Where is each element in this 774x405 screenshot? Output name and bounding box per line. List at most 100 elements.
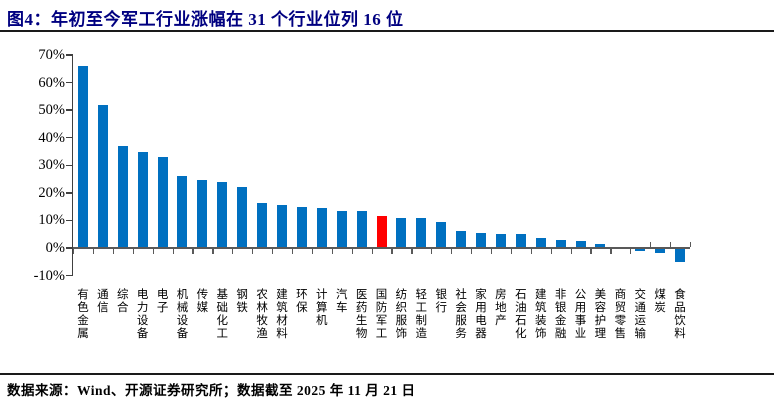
x-axis-label-char: 有 bbox=[77, 289, 89, 301]
x-axis-label: 通信 bbox=[95, 289, 111, 315]
x-axis-label-char: 商 bbox=[614, 289, 627, 301]
x-axis-label: 非银金融 bbox=[553, 289, 569, 341]
x-axis-label-char: 护 bbox=[594, 315, 607, 327]
x-axis-label-char: 公 bbox=[574, 289, 587, 301]
x-axis-label-char: 理 bbox=[594, 328, 607, 340]
x-axis-tick bbox=[510, 249, 513, 254]
bar bbox=[396, 217, 407, 248]
x-axis-label-char: 运 bbox=[634, 315, 646, 327]
x-axis-label-char: 材 bbox=[276, 315, 288, 327]
x-axis-label: 纺织服饰 bbox=[393, 289, 409, 341]
bar bbox=[296, 206, 307, 248]
x-axis-label: 家用电器 bbox=[473, 289, 489, 341]
x-axis-label-char: 汽 bbox=[335, 289, 348, 301]
x-axis-label-char: 铁 bbox=[236, 302, 248, 314]
x-axis-label-char: 售 bbox=[614, 328, 627, 340]
x-axis-label: 建筑材料 bbox=[274, 289, 290, 341]
highlight-bar bbox=[376, 216, 387, 248]
x-axis-label-char: 林 bbox=[256, 302, 268, 314]
x-axis-label-char: 设 bbox=[176, 315, 189, 327]
x-axis-label-char: 通 bbox=[634, 302, 646, 314]
x-axis-label: 公用事业 bbox=[573, 289, 589, 341]
x-axis-label-char: 银 bbox=[435, 289, 447, 301]
x-axis-label: 银行 bbox=[433, 289, 449, 315]
y-axis-tick bbox=[66, 164, 73, 167]
y-axis-tick-label: 60% bbox=[38, 74, 65, 91]
x-axis-label: 国防军工 bbox=[374, 289, 390, 341]
x-axis-label-char: 美 bbox=[594, 289, 607, 301]
x-axis-tick bbox=[411, 249, 413, 254]
x-axis-label-char: 生 bbox=[355, 315, 368, 327]
x-axis-label-char: 算 bbox=[316, 302, 328, 314]
y-axis-tick bbox=[66, 219, 73, 222]
x-axis-label-char: 筑 bbox=[534, 302, 547, 314]
x-axis-tick bbox=[351, 249, 353, 254]
bar bbox=[575, 241, 586, 248]
x-axis-label-char: 工 bbox=[415, 302, 428, 314]
x-axis-tick bbox=[112, 249, 114, 254]
x-axis-label: 房地产 bbox=[493, 289, 509, 328]
x-axis-label-char: 机 bbox=[176, 289, 189, 301]
x-axis-label-char: 品 bbox=[674, 302, 686, 314]
x-axis-tick bbox=[272, 249, 274, 254]
x-axis-label-char: 备 bbox=[136, 328, 149, 340]
x-axis-label-char: 务 bbox=[455, 328, 467, 340]
y-axis-tick bbox=[66, 192, 73, 194]
x-axis-label-char: 装 bbox=[534, 315, 547, 327]
bar bbox=[77, 66, 88, 248]
title-divider bbox=[0, 30, 774, 32]
x-axis-tick bbox=[252, 249, 254, 254]
x-axis-label: 商贸零售 bbox=[612, 289, 628, 341]
x-axis-label-char: 电 bbox=[475, 315, 487, 327]
x-axis-label-char: 非 bbox=[554, 289, 567, 301]
x-axis-tick bbox=[431, 249, 433, 254]
y-axis-tick-label: 0% bbox=[45, 240, 65, 256]
source-note: 数据来源：Wind、开源证券研究所；数据截至 2025 年 11 月 21 日 bbox=[7, 383, 416, 398]
x-axis-label-char: 饮 bbox=[674, 315, 686, 327]
y-axis-tick bbox=[66, 274, 73, 277]
y-axis-tick-label: 30% bbox=[38, 157, 65, 174]
x-axis-label-char: 交 bbox=[634, 289, 646, 301]
x-axis-tick bbox=[311, 249, 314, 254]
x-axis-label-char: 服 bbox=[395, 315, 408, 327]
x-axis-label-char: 业 bbox=[574, 328, 587, 340]
x-axis-label: 计算机 bbox=[314, 289, 330, 328]
x-axis-tick bbox=[212, 249, 214, 254]
x-axis-label: 基础化工 bbox=[214, 289, 230, 341]
x-axis-tick bbox=[670, 242, 672, 247]
x-axis-label-char: 医 bbox=[355, 289, 368, 301]
bar bbox=[97, 104, 108, 248]
x-axis-tick bbox=[530, 249, 532, 254]
x-axis-tick bbox=[590, 249, 592, 254]
bar-chart: 70% 60% 50% 40% 30% 20% 10% 0% -10% 有色金属通信综合电力设备电… bbox=[33, 47, 692, 341]
x-axis-label-char: 纺 bbox=[395, 289, 408, 301]
x-axis-label: 汽车 bbox=[334, 289, 350, 315]
x-axis-label-char: 织 bbox=[395, 302, 408, 314]
bar bbox=[655, 248, 666, 253]
x-axis-label: 建筑装饰 bbox=[533, 289, 549, 341]
x-axis-label-char: 钢 bbox=[236, 289, 248, 301]
y-axis-tick-label: 40% bbox=[38, 129, 65, 146]
x-axis-label-char: 社 bbox=[455, 289, 467, 301]
x-axis-tick bbox=[471, 249, 473, 254]
bar bbox=[476, 232, 487, 248]
x-axis-label-char: 属 bbox=[77, 328, 89, 340]
x-axis-tick bbox=[570, 249, 572, 254]
x-axis-label-char: 车 bbox=[335, 302, 348, 314]
bar bbox=[416, 217, 427, 248]
x-axis-label: 电子 bbox=[155, 289, 171, 315]
x-axis-label-char: 油 bbox=[515, 302, 527, 314]
x-axis-label-char: 保 bbox=[296, 302, 308, 314]
x-axis-label: 食品饮料 bbox=[672, 289, 688, 341]
x-axis-label-char: 传 bbox=[196, 289, 209, 301]
x-axis-label-char: 房 bbox=[495, 289, 507, 301]
bar bbox=[356, 210, 367, 248]
y-axis-tick-label: -10% bbox=[33, 267, 65, 284]
bar bbox=[436, 221, 447, 248]
bar bbox=[117, 145, 128, 248]
y-axis-tick-label: 20% bbox=[38, 184, 65, 201]
x-axis-label: 美容护理 bbox=[592, 289, 608, 341]
x-axis-label-char: 药 bbox=[355, 302, 368, 314]
x-axis-label-char: 设 bbox=[136, 315, 149, 327]
x-axis-line bbox=[73, 247, 690, 249]
